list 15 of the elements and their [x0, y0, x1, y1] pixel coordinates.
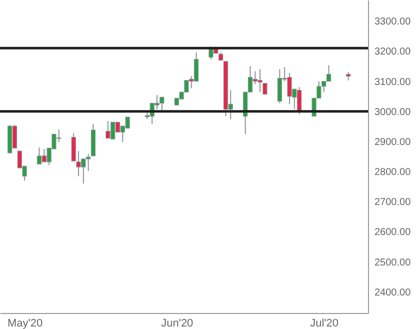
y-tick-label: 3100.00 — [374, 76, 412, 88]
y-tick-label: 2600.00 — [374, 227, 412, 238]
y-tick-label: 2700.00 — [374, 197, 412, 208]
y-tick-label: 3300.00 — [374, 16, 412, 28]
y-tick-label: 2500.00 — [374, 257, 412, 268]
x-tick-label: Jun'20 — [161, 318, 194, 329]
x-tick-label: May'20 — [7, 318, 43, 329]
y-tick-label: 2800.00 — [374, 167, 412, 178]
candlestick — [262, 82, 268, 95]
y-tick-label: 2900.00 — [374, 136, 412, 148]
x-tick-label: Jul'20 — [310, 318, 339, 329]
y-tick-label: 3200.00 — [374, 46, 412, 58]
candlestick — [71, 132, 76, 162]
y-tick-label: 2400.00 — [374, 287, 412, 298]
y-tick-label: 3000.00 — [374, 106, 412, 118]
